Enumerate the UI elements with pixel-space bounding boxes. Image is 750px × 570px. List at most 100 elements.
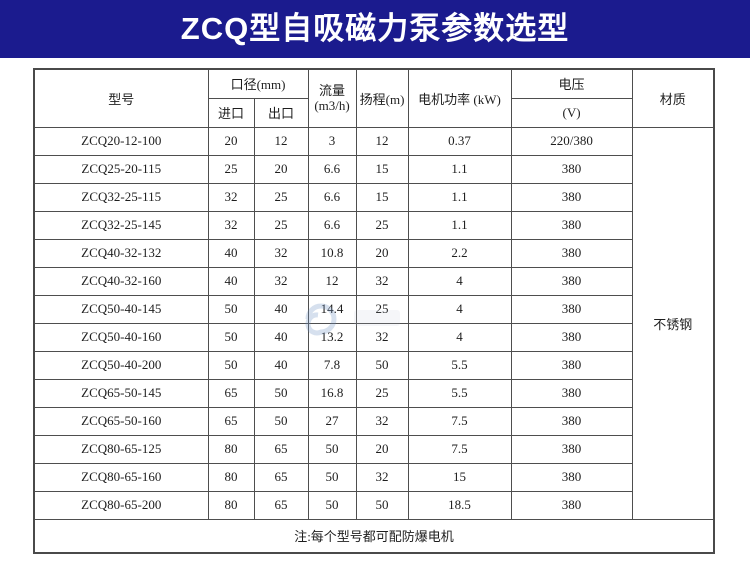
cell-head: 32 — [355, 462, 409, 492]
cell-outlet: 50 — [253, 378, 309, 408]
cell-head: 25 — [355, 378, 409, 408]
cell-power: 5.5 — [407, 350, 512, 380]
cell-head: 20 — [355, 238, 409, 268]
cell-power: 5.5 — [407, 378, 512, 408]
cell-model: ZCQ80-65-160 — [33, 462, 209, 492]
cell-model: ZCQ50-40-145 — [33, 294, 209, 324]
cell-model: ZCQ65-50-145 — [33, 378, 209, 408]
cell-model: ZCQ20-12-100 — [33, 126, 209, 156]
table-row: ZCQ65-50-160 65 50 27 32 7.5 380 — [33, 406, 714, 436]
cell-inlet: 50 — [207, 322, 255, 352]
cell-outlet: 65 — [253, 490, 309, 520]
cell-head: 20 — [355, 434, 409, 464]
cell-inlet: 32 — [207, 210, 255, 240]
cell-voltage: 380 — [510, 406, 633, 436]
cell-flow: 3 — [307, 126, 357, 156]
header-power: 电机功率 (kW) — [407, 68, 512, 128]
cell-outlet: 25 — [253, 210, 309, 240]
cell-head: 50 — [355, 490, 409, 520]
header-model: 型号 — [33, 68, 209, 128]
cell-voltage: 380 — [510, 322, 633, 352]
cell-power: 1.1 — [407, 154, 512, 184]
cell-model: ZCQ40-32-132 — [33, 238, 209, 268]
cell-model: ZCQ50-40-160 — [33, 322, 209, 352]
cell-inlet: 40 — [207, 238, 255, 268]
cell-power: 2.2 — [407, 238, 512, 268]
table-row: ZCQ80-65-125 80 65 50 20 7.5 380 — [33, 434, 714, 464]
cell-model: ZCQ25-20-115 — [33, 154, 209, 184]
header-inlet: 进口 — [207, 97, 255, 128]
cell-model: ZCQ80-65-125 — [33, 434, 209, 464]
header-material: 材质 — [631, 68, 715, 128]
cell-outlet: 12 — [253, 126, 309, 156]
cell-head: 15 — [355, 154, 409, 184]
cell-outlet: 50 — [253, 406, 309, 436]
cell-power: 7.5 — [407, 434, 512, 464]
cell-flow: 13.2 — [307, 322, 357, 352]
header-head: 扬程(m) — [355, 68, 409, 128]
cell-power: 1.1 — [407, 182, 512, 212]
table-row: ZCQ50-40-200 50 40 7.8 50 5.5 380 — [33, 350, 714, 380]
cell-power: 1.1 — [407, 210, 512, 240]
cell-outlet: 32 — [253, 266, 309, 296]
cell-inlet: 65 — [207, 406, 255, 436]
cell-inlet: 50 — [207, 350, 255, 380]
cell-model: ZCQ32-25-115 — [33, 182, 209, 212]
cell-head: 25 — [355, 210, 409, 240]
cell-model: ZCQ32-25-145 — [33, 210, 209, 240]
table-row: ZCQ50-40-160 50 40 13.2 32 4 380 — [33, 322, 714, 352]
cell-inlet: 40 — [207, 266, 255, 296]
cell-head: 12 — [355, 126, 409, 156]
table-row: ZCQ32-25-115 32 25 6.6 15 1.1 380 — [33, 182, 714, 212]
cell-voltage: 380 — [510, 350, 633, 380]
cell-power: 4 — [407, 322, 512, 352]
pump-spec-table: 型号 口径(mm) 流量 (m3/h) 扬程(m) 电机功率 (kW) 电压 材… — [33, 68, 716, 554]
cell-flow: 6.6 — [307, 154, 357, 184]
cell-power: 18.5 — [407, 490, 512, 520]
cell-outlet: 40 — [253, 294, 309, 324]
cell-voltage: 380 — [510, 266, 633, 296]
cell-flow: 16.8 — [307, 378, 357, 408]
cell-flow: 7.8 — [307, 350, 357, 380]
cell-model: ZCQ65-50-160 — [33, 406, 209, 436]
cell-outlet: 65 — [253, 434, 309, 464]
header-caliber-group: 口径(mm) — [207, 68, 309, 99]
header-voltage-unit: (V) — [510, 97, 633, 128]
cell-outlet: 25 — [253, 182, 309, 212]
table-row: ZCQ50-40-145 50 40 14.4 25 4 380 — [33, 294, 714, 324]
cell-head: 25 — [355, 294, 409, 324]
header-flow: 流量 (m3/h) — [307, 68, 357, 128]
header-flow-line1: 流量 — [319, 83, 346, 99]
table-row: ZCQ20-12-100 20 12 3 12 0.37 220/380 不锈钢 — [33, 126, 715, 520]
cell-power: 7.5 — [407, 406, 512, 436]
cell-flow: 50 — [307, 462, 357, 492]
cell-head: 32 — [355, 406, 409, 436]
cell-head: 50 — [355, 350, 409, 380]
cell-voltage: 380 — [510, 378, 633, 408]
cell-flow: 10.8 — [307, 238, 357, 268]
cell-model: ZCQ80-65-200 — [33, 490, 209, 520]
cell-flow: 50 — [307, 434, 357, 464]
cell-flow: 12 — [307, 266, 357, 296]
header-flow-line2: (m3/h) — [314, 98, 350, 114]
cell-inlet: 65 — [207, 378, 255, 408]
cell-inlet: 80 — [207, 462, 255, 492]
cell-model: ZCQ40-32-160 — [33, 266, 209, 296]
cell-power: 15 — [407, 462, 512, 492]
cell-voltage: 380 — [510, 182, 633, 212]
cell-flow: 6.6 — [307, 182, 357, 212]
cell-inlet: 50 — [207, 294, 255, 324]
cell-power: 4 — [407, 266, 512, 296]
cell-inlet: 32 — [207, 182, 255, 212]
header-row-1: 型号 口径(mm) 流量 (m3/h) 扬程(m) 电机功率 (kW) 电压 材… — [33, 68, 715, 128]
cell-voltage: 380 — [510, 238, 633, 268]
cell-inlet: 80 — [207, 434, 255, 464]
cell-power: 0.37 — [407, 126, 512, 156]
footer-note-row: 注:每个型号都可配防爆电机 — [33, 518, 715, 554]
table-row: ZCQ80-65-200 80 65 50 50 18.5 380 — [33, 490, 714, 520]
cell-power: 4 — [407, 294, 512, 324]
cell-outlet: 20 — [253, 154, 309, 184]
cell-flow: 50 — [307, 490, 357, 520]
header-outlet: 出口 — [253, 97, 309, 128]
